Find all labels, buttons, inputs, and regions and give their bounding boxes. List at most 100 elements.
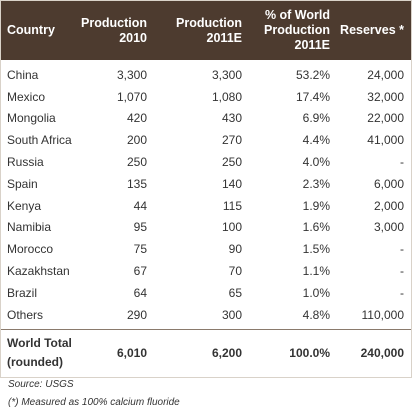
production-2010-cell: 67 [133, 264, 147, 279]
table-row: Others 290 300 4.8% 110,000 [1, 304, 411, 326]
world-share-cell: 2.3% [302, 176, 330, 191]
header-reserves-label: Reserves * [340, 23, 404, 37]
total-production-2010: 6,010 [116, 346, 147, 361]
production-2010-cell: 135 [126, 176, 147, 191]
world-share-cell: 6.9% [302, 111, 330, 126]
world-share-cell: 17.4% [295, 89, 330, 104]
world-share-cell: 1.6% [302, 220, 330, 235]
world-share-cell: 4.0% [302, 155, 330, 170]
world-share-cell: 1.9% [302, 198, 330, 213]
table-row: Kenya 44 115 1.9% 2,000 [1, 195, 411, 217]
table-header: Country Production 2010 Production 2011E %… [1, 1, 411, 60]
reserves-cell: 41,000 [367, 133, 404, 148]
production-2011-cell: 270 [221, 133, 242, 148]
world-share-cell: 1.1% [302, 264, 330, 279]
header-production-2010-line1: Production [81, 15, 147, 30]
production-2010-cell: 420 [126, 111, 147, 126]
table-row: Kazakhstan 67 70 1.1% - [1, 260, 411, 282]
reserves-cell: 6,000 [373, 176, 404, 191]
table-row: South Africa 200 270 4.4% 41,000 [1, 129, 411, 151]
country-cell: Others [7, 307, 44, 322]
world-share-cell: 53.2% [295, 67, 330, 82]
production-2011-cell: 300 [221, 307, 242, 322]
table-row: Russia 250 250 4.0% - [1, 151, 411, 173]
country-cell: Russia [7, 155, 44, 170]
country-cell: Namibia [7, 220, 52, 235]
world-share-cell: 1.5% [302, 242, 330, 257]
production-2011-cell: 65 [228, 285, 242, 300]
country-cell: China [7, 67, 39, 82]
reserves-cell: 110,000 [361, 307, 405, 322]
footnote: (*) Measured as 100% calcium fluoride [8, 397, 180, 408]
total-world-share: 100.0% [289, 346, 330, 361]
table-row: Brazil 64 65 1.0% - [1, 282, 411, 304]
header-world-share-line2: Production [264, 23, 330, 37]
table-row: Namibia 95 100 1.6% 3,000 [1, 217, 411, 239]
header-world-share: % of World Production 2011E [242, 1, 330, 60]
reserves-cell: - [400, 242, 404, 257]
production-2011-cell: 100 [221, 220, 242, 235]
reserves-cell: 22,000 [367, 111, 404, 126]
production-2011-cell: 90 [228, 242, 242, 257]
production-2011-cell: 70 [228, 264, 242, 279]
production-2010-cell: 250 [126, 155, 147, 170]
country-cell: Mexico [7, 89, 46, 104]
production-2010-cell: 95 [133, 220, 147, 235]
header-country: Country [1, 1, 77, 60]
world-share-cell: 1.0% [302, 285, 330, 300]
production-2010-cell: 44 [133, 198, 147, 213]
header-country-label: Country [7, 23, 55, 37]
production-2011-cell: 3,300 [211, 67, 242, 82]
header-world-share-line3: 2011E [294, 38, 330, 52]
production-table: Country Production 2010 Production 2011E %… [0, 0, 412, 378]
table-row: China 3,300 3,300 53.2% 24,000 [1, 64, 411, 86]
country-cell: Kazakhstan [7, 264, 70, 279]
production-2010-cell: 75 [133, 242, 147, 257]
reserves-cell: - [400, 264, 404, 279]
table-row: Spain 135 140 2.3% 6,000 [1, 173, 411, 195]
world-total-row: World Total (rounded) 6,010 6,200 100.0% … [1, 328, 411, 377]
reserves-cell: 32,000 [367, 89, 404, 104]
header-production-2010-line2: 2010 [119, 30, 147, 45]
world-share-cell: 4.4% [302, 133, 330, 148]
country-cell: Spain [7, 176, 38, 191]
reserves-cell: - [400, 155, 404, 170]
header-production-2010: Production 2010 [77, 1, 147, 60]
production-2011-cell: 430 [221, 111, 242, 126]
world-total-label: World Total (rounded) [1, 334, 77, 372]
production-2011-cell: 140 [221, 176, 242, 191]
world-total-label-line1: World Total [7, 336, 72, 351]
production-2010-cell: 64 [133, 285, 147, 300]
world-share-cell: 4.8% [302, 307, 330, 322]
country-cell: Kenya [7, 198, 42, 213]
world-total-label-line2: (rounded) [7, 355, 63, 370]
country-cell: Morocco [7, 242, 54, 257]
header-world-share-line1: % of World [264, 8, 330, 22]
production-2011-cell: 250 [221, 155, 242, 170]
header-production-2011: Production 2011E [147, 1, 242, 60]
production-2010-cell: 1,070 [116, 89, 147, 104]
table-row: Morocco 75 90 1.5% - [1, 238, 411, 260]
source-note: Source: USGS [8, 379, 74, 390]
production-2010-cell: 200 [126, 133, 147, 148]
table-row: Mongolia 420 430 6.9% 22,000 [1, 108, 411, 130]
production-2010-cell: 290 [126, 307, 147, 322]
header-production-2011-line2: 2011E [206, 30, 242, 45]
production-2011-cell: 115 [222, 198, 242, 213]
table-body: China 3,300 3,300 53.2% 24,000 Mexico 1,070 1,… [1, 60, 411, 326]
total-reserves: 240,000 [360, 346, 404, 361]
table-row: Mexico 1,070 1,080 17.4% 32,000 [1, 86, 411, 108]
reserves-cell: 3,000 [373, 220, 404, 235]
country-cell: South Africa [7, 133, 72, 148]
reserves-cell: - [400, 285, 404, 300]
reserves-cell: 24,000 [367, 67, 404, 82]
reserves-cell: 2,000 [373, 198, 404, 213]
production-2011-cell: 1,080 [211, 89, 242, 104]
header-production-2011-line1: Production [176, 15, 242, 30]
production-2010-cell: 3,300 [116, 67, 147, 82]
country-cell: Brazil [7, 285, 38, 300]
total-production-2011: 6,200 [211, 346, 242, 361]
country-cell: Mongolia [7, 111, 56, 126]
header-reserves: Reserves * [330, 1, 407, 60]
